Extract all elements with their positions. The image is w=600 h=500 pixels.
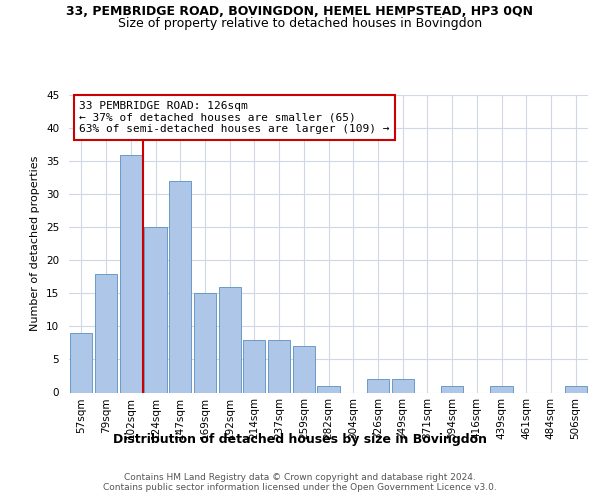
Bar (243, 340, 265, 392)
Bar (145, 227, 167, 392)
Bar (490, 386, 512, 392)
Text: 33, PEMBRIDGE ROAD, BOVINGDON, HEMEL HEMPSTEAD, HP3 0QN: 33, PEMBRIDGE ROAD, BOVINGDON, HEMEL HEM… (67, 5, 533, 18)
Bar (70, 333, 92, 392)
Y-axis label: Number of detached properties: Number of detached properties (31, 156, 40, 332)
Bar (268, 340, 290, 392)
Bar (218, 286, 241, 393)
Bar (194, 294, 216, 392)
Bar (392, 380, 414, 392)
Bar (169, 181, 191, 392)
Text: Distribution of detached houses by size in Bovingdon: Distribution of detached houses by size … (113, 432, 487, 446)
Bar (317, 386, 340, 392)
Bar (441, 386, 463, 392)
Text: Size of property relative to detached houses in Bovingdon: Size of property relative to detached ho… (118, 18, 482, 30)
Bar (293, 346, 315, 393)
Bar (119, 154, 142, 392)
Bar (565, 386, 587, 392)
Text: 33 PEMBRIDGE ROAD: 126sqm
← 37% of detached houses are smaller (65)
63% of semi-: 33 PEMBRIDGE ROAD: 126sqm ← 37% of detac… (79, 101, 390, 134)
Text: Contains HM Land Registry data © Crown copyright and database right 2024.
Contai: Contains HM Land Registry data © Crown c… (103, 472, 497, 492)
Bar (367, 380, 389, 392)
Bar (95, 274, 117, 392)
